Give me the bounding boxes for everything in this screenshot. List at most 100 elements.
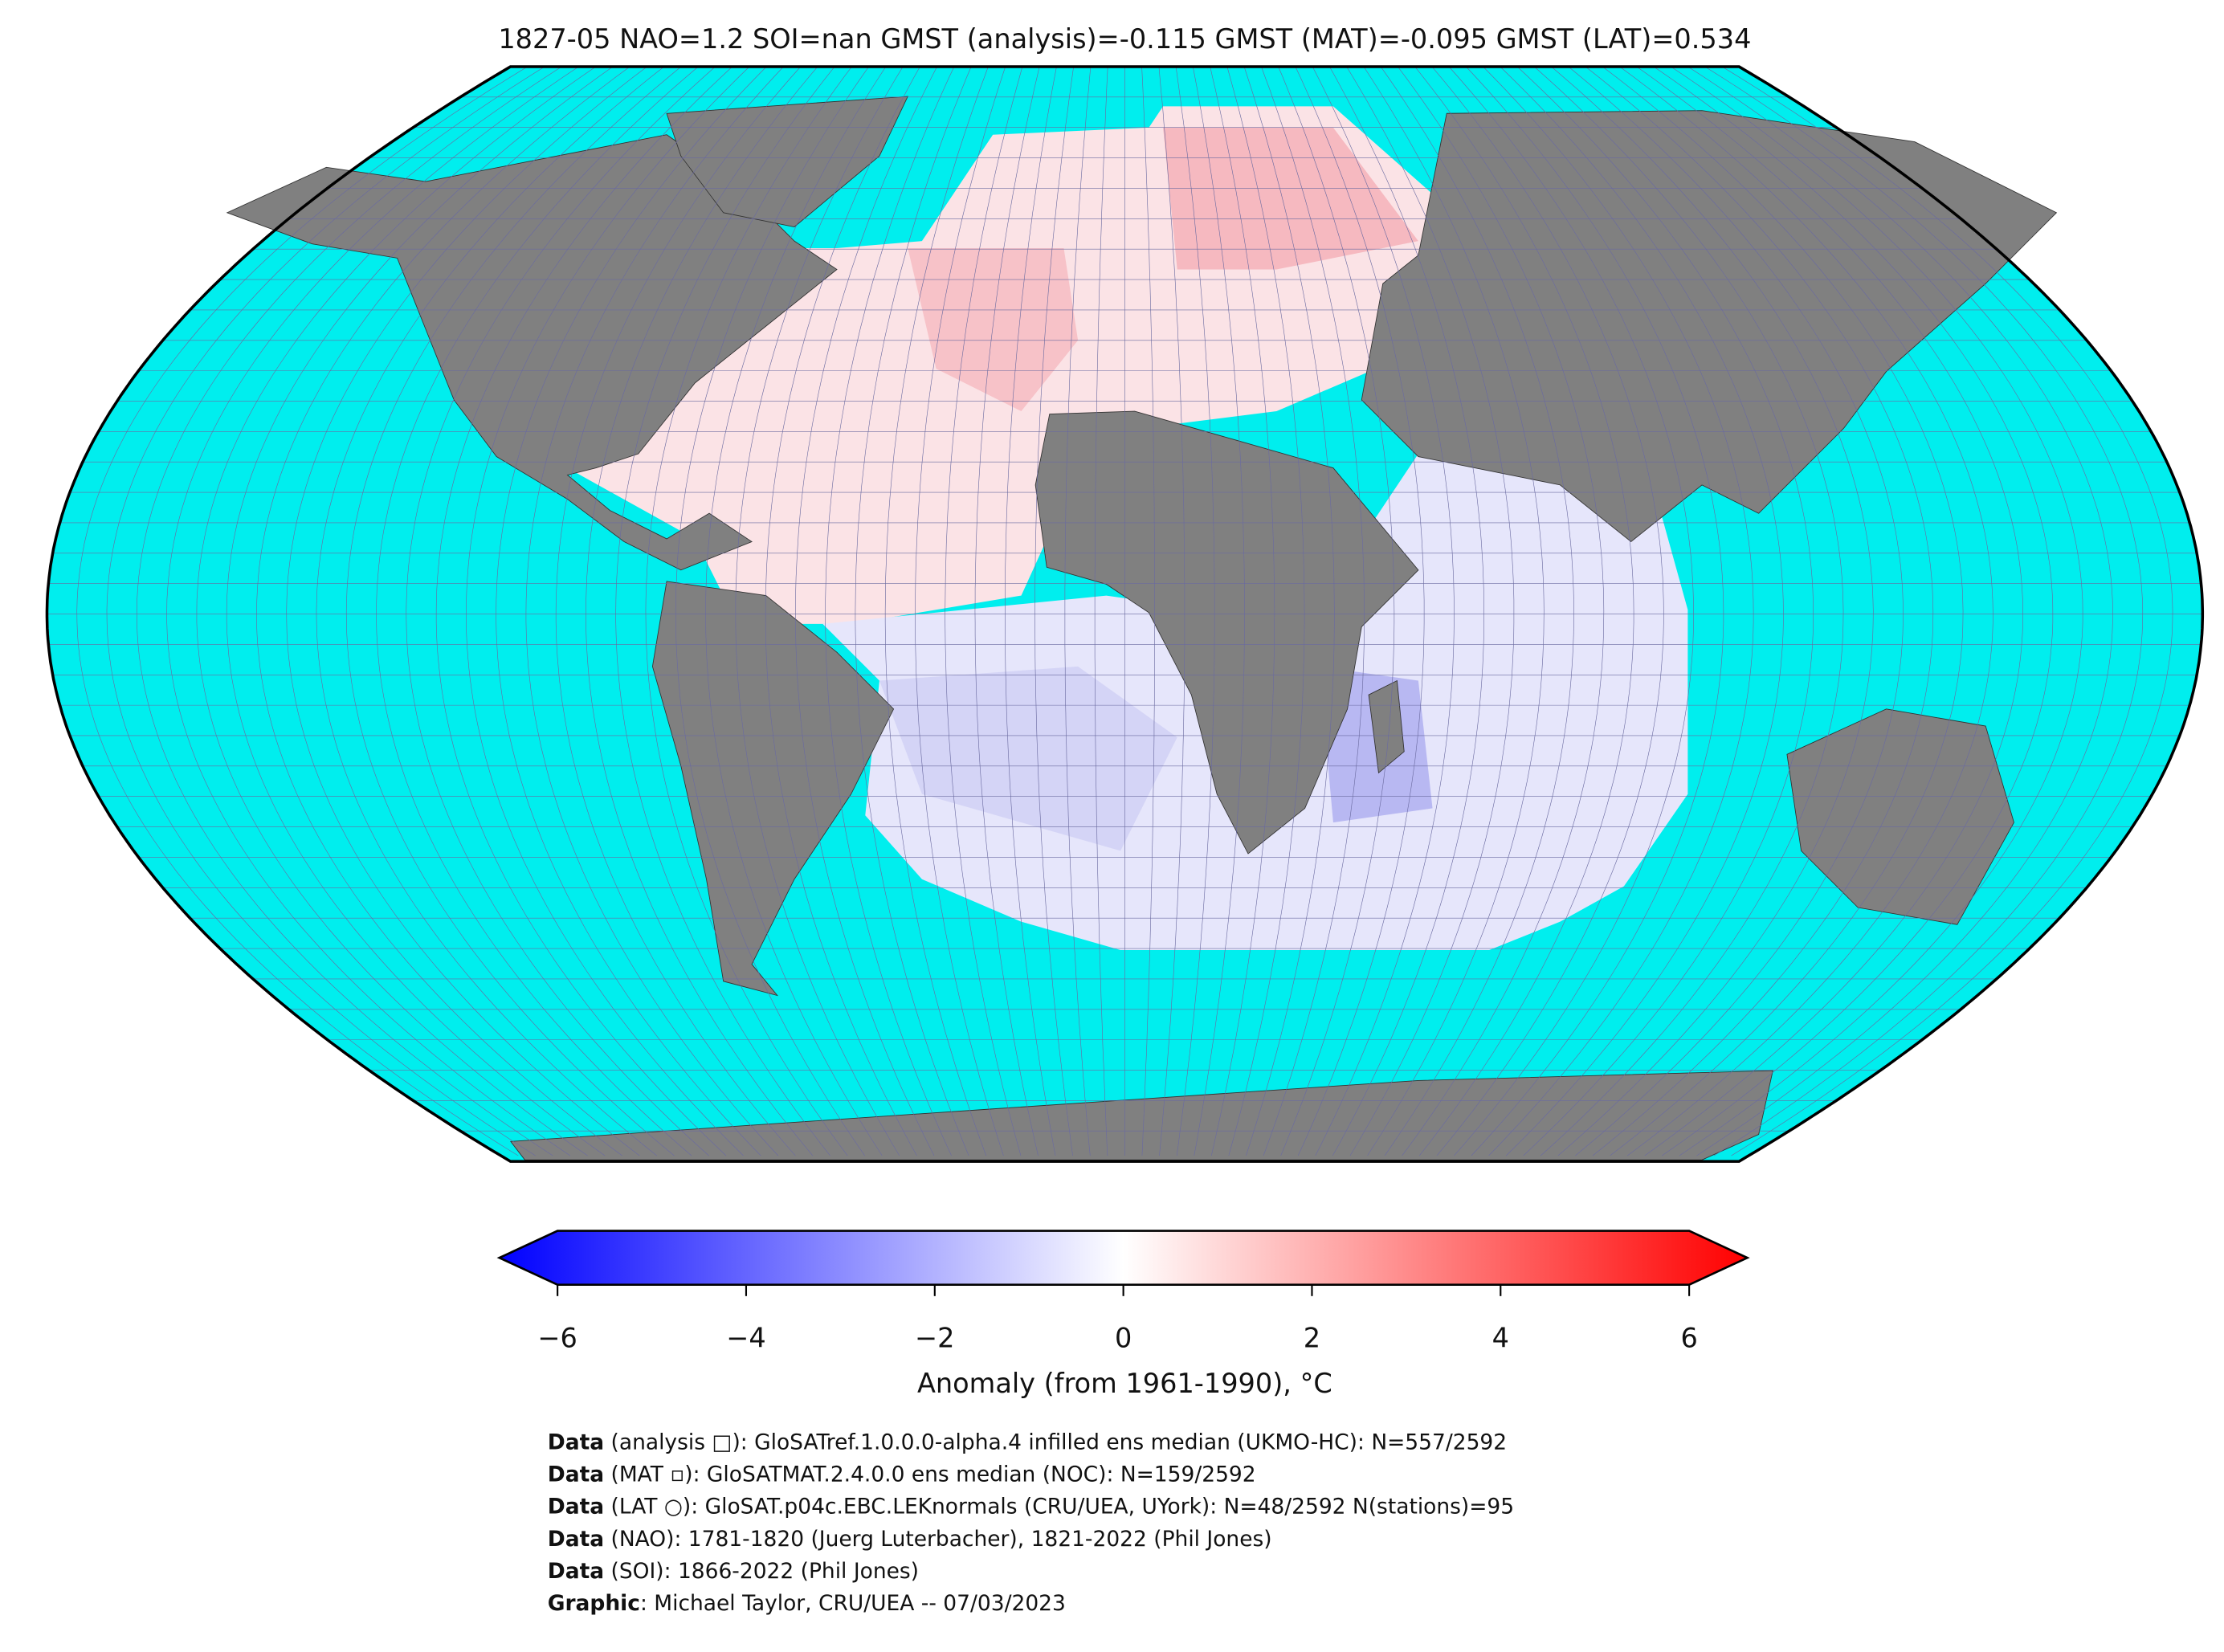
greenland <box>666 96 908 227</box>
meridian <box>376 66 699 1156</box>
meridian <box>1516 66 1814 1156</box>
meridian <box>645 66 852 1156</box>
africa <box>1034 410 1419 855</box>
meridian <box>765 66 920 1156</box>
land <box>226 96 2058 1160</box>
meridian <box>1226 66 1305 1156</box>
meridian <box>1568 66 1904 1156</box>
meridian <box>1141 66 1155 1156</box>
meridian <box>884 66 989 1156</box>
meridian <box>1448 66 1694 1156</box>
meridian <box>226 66 614 1156</box>
meridian <box>256 66 630 1156</box>
meridian <box>1534 66 1844 1156</box>
footer-line: Data (NAO): 1781-1820 (Juerg Luterbacher… <box>548 1527 1272 1552</box>
colorbar: Anomaly (from 1961-1990), °C −6 −4 −2 0 2 4 6 <box>496 1230 1750 1399</box>
anomaly-cool-core <box>879 666 1177 851</box>
meridian <box>555 66 801 1156</box>
meridian <box>1034 66 1074 1156</box>
meridian <box>974 66 1040 1156</box>
meridian <box>1210 66 1275 1156</box>
meridian <box>945 66 1023 1156</box>
meridian <box>1363 66 1545 1156</box>
meridian <box>795 66 937 1156</box>
colorbar-label: Anomaly (from 1961-1990), °C <box>917 1368 1332 1399</box>
madagascar <box>1368 679 1405 774</box>
meridian <box>675 66 869 1156</box>
meridian <box>1466 66 1724 1156</box>
graticule <box>47 66 2203 1156</box>
meridian <box>735 66 904 1156</box>
meridian <box>705 66 887 1156</box>
footer-line: Graphic: Michael Taylor, CRU/UEA -- 07/0… <box>548 1591 1066 1616</box>
footer-line: Data (MAT ▫): GloSATMAT.2.4.0.0 ens medi… <box>548 1462 1256 1487</box>
meridian <box>406 66 716 1156</box>
meridian <box>496 66 767 1156</box>
colorbar-tick-label: −4 <box>726 1322 765 1353</box>
footer-line: Data (LAT ○): GloSAT.p04c.EBC.LEKnormals… <box>548 1495 1514 1519</box>
meridian <box>1619 66 1993 1156</box>
meridian <box>1398 66 1605 1156</box>
title: 1827-05 NAO=1.2 SOI=nan GMST (analysis)=… <box>498 23 1751 55</box>
meridian <box>825 66 955 1156</box>
meridian <box>915 66 1006 1156</box>
meridian <box>166 66 579 1156</box>
meridian <box>525 66 784 1156</box>
meridian <box>1158 66 1185 1156</box>
meridian <box>106 66 545 1156</box>
australia <box>1786 708 2014 925</box>
colorbar-tick-label: 2 <box>1304 1322 1320 1353</box>
meridian <box>345 66 682 1156</box>
meridian <box>1312 66 1455 1156</box>
meridian <box>1094 66 1108 1156</box>
meridian <box>1175 66 1215 1156</box>
meridian <box>1671 66 2083 1156</box>
footer-key: Graphic <box>548 1591 640 1616</box>
meridian <box>136 66 562 1156</box>
meridian <box>196 66 596 1156</box>
asia <box>1361 110 2058 543</box>
footer-text: : Michael Taylor, CRU/UEA -- 07/03/2023 <box>640 1591 1066 1616</box>
meridian <box>1329 66 1484 1156</box>
meridian <box>1064 66 1092 1156</box>
meridian <box>1431 66 1664 1156</box>
meridian <box>1653 66 2054 1156</box>
meridian <box>286 66 647 1156</box>
footer-text: (SOI): 1866-2022 (Phil Jones) <box>604 1559 919 1584</box>
meridian <box>1295 66 1425 1156</box>
meridian <box>1346 66 1515 1156</box>
footer-text: (LAT ○): GloSAT.p04c.EBC.LEKnormals (CRU… <box>604 1495 1514 1519</box>
footer-key: Data <box>548 1462 604 1487</box>
meridian <box>1636 66 2023 1156</box>
meridian <box>615 66 835 1156</box>
meridian <box>435 66 732 1156</box>
meridian <box>1602 66 1964 1156</box>
anomaly-warm-core <box>1163 127 1418 270</box>
footer: Data (analysis □): GloSATref.1.0.0.0-alp… <box>548 1430 1514 1616</box>
map <box>45 65 2205 1163</box>
meridian <box>1551 66 1874 1156</box>
anomaly-warm-core <box>908 247 1079 412</box>
colorbar-tick-label: −6 <box>537 1322 577 1353</box>
meridian <box>1278 66 1395 1156</box>
footer-line: Data (SOI): 1866-2022 (Phil Jones) <box>548 1559 919 1584</box>
footer-key: Data <box>548 1495 604 1519</box>
meridian <box>586 66 818 1156</box>
colorbar-tick-label: −2 <box>915 1322 954 1353</box>
meridian <box>76 66 528 1156</box>
meridian <box>1193 66 1245 1156</box>
footer-text: (analysis □): GloSATref.1.0.0.0-alpha.4 … <box>604 1430 1507 1455</box>
colorbar-tick-label: 6 <box>1680 1322 1697 1353</box>
colorbar-bar <box>496 1230 1750 1287</box>
meridian <box>1721 66 2173 1156</box>
footer-key: Data <box>548 1527 604 1552</box>
south-america <box>651 581 895 997</box>
meridian <box>1261 66 1365 1156</box>
meridian <box>855 66 972 1156</box>
meridian <box>1585 66 1934 1156</box>
footer-key: Data <box>548 1430 604 1455</box>
meridian <box>1500 66 1784 1156</box>
map-outline <box>45 65 2205 1163</box>
